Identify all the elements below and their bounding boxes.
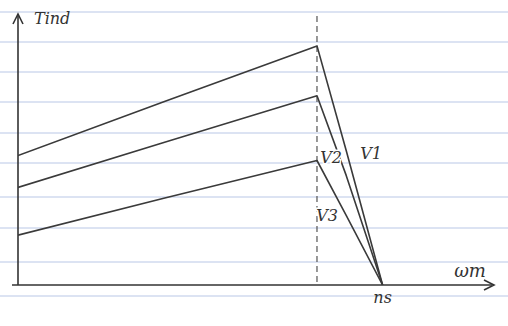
series-label: V1 <box>360 144 382 163</box>
series-label: V2 <box>320 148 342 167</box>
paper-line <box>0 72 508 73</box>
chart: V1 V2 V3 Tind ωm ns <box>0 0 508 326</box>
y-axis-title: Tind <box>34 9 70 28</box>
y-axis <box>17 16 19 285</box>
series-line <box>18 96 383 285</box>
series-line <box>18 161 383 286</box>
paper-line <box>0 42 508 43</box>
paper-line <box>0 228 508 229</box>
paper-line <box>0 12 508 13</box>
x-axis-title: ωm <box>454 260 486 281</box>
series-line <box>18 46 383 285</box>
paper-line <box>0 102 508 103</box>
paper-line <box>0 262 508 263</box>
annotation: ns <box>373 288 392 307</box>
paper-line <box>0 296 508 297</box>
x-arrow <box>484 280 494 290</box>
reference-line <box>316 16 317 285</box>
paper-line <box>0 163 508 164</box>
paper-line <box>0 197 508 198</box>
y-arrow <box>13 14 23 24</box>
paper-lines <box>0 12 508 296</box>
x-axis <box>12 284 492 286</box>
series-label: V3 <box>316 206 338 225</box>
plot-area <box>18 16 383 285</box>
